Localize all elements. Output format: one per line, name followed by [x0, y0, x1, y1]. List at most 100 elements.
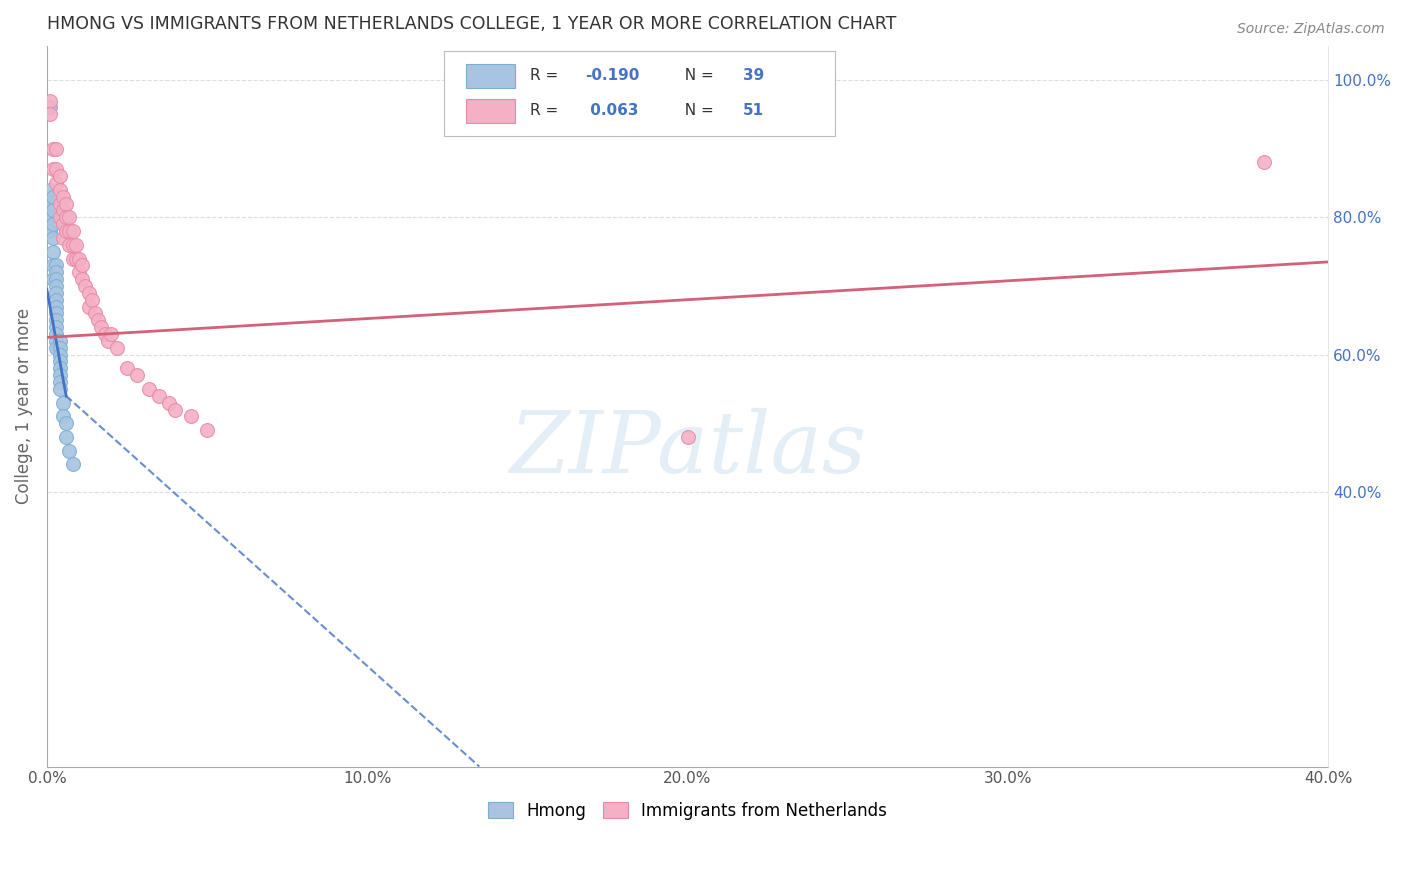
Point: [52, 190, 75, 204]
Point: [62, 458, 84, 472]
Point: [52, 409, 75, 424]
Point: [75, 279, 97, 293]
Point: [62, 237, 84, 252]
Point: [45, 313, 67, 327]
Point: [58, 211, 80, 225]
Point: [48, 361, 70, 376]
Point: [148, 389, 170, 403]
Point: [100, 326, 122, 341]
FancyBboxPatch shape: [444, 51, 835, 136]
Point: [48, 169, 70, 183]
Point: [48, 368, 70, 383]
Point: [52, 231, 75, 245]
Point: [62, 252, 84, 266]
Point: [67, 252, 90, 266]
Point: [45, 334, 67, 348]
Point: [97, 334, 120, 348]
Point: [115, 361, 138, 376]
Point: [39, 107, 62, 121]
Point: [157, 395, 180, 409]
Point: [45, 326, 67, 341]
Point: [45, 279, 67, 293]
Point: [39, 196, 62, 211]
Point: [45, 341, 67, 355]
Point: [67, 265, 90, 279]
Point: [87, 313, 110, 327]
Point: [39, 224, 62, 238]
Point: [45, 258, 67, 272]
Point: [39, 183, 62, 197]
Point: [42, 162, 65, 177]
Point: [77, 300, 100, 314]
Point: [45, 272, 67, 286]
Text: Source: ZipAtlas.com: Source: ZipAtlas.com: [1237, 22, 1385, 37]
FancyBboxPatch shape: [465, 99, 515, 123]
Point: [42, 203, 65, 218]
Text: N =: N =: [675, 103, 718, 118]
Text: R =: R =: [530, 103, 562, 118]
Point: [42, 217, 65, 231]
Point: [55, 430, 77, 444]
Text: 0.063: 0.063: [585, 103, 638, 118]
Point: [163, 402, 186, 417]
Point: [195, 423, 218, 437]
Point: [180, 409, 202, 424]
Point: [45, 300, 67, 314]
Point: [39, 94, 62, 108]
Point: [45, 162, 67, 177]
Point: [45, 293, 67, 307]
Text: 51: 51: [742, 103, 763, 118]
Point: [48, 341, 70, 355]
Point: [65, 252, 87, 266]
Point: [48, 183, 70, 197]
Text: HMONG VS IMMIGRANTS FROM NETHERLANDS COLLEGE, 1 YEAR OR MORE CORRELATION CHART: HMONG VS IMMIGRANTS FROM NETHERLANDS COL…: [46, 15, 896, 33]
Point: [48, 211, 70, 225]
Point: [125, 368, 148, 383]
Point: [58, 224, 80, 238]
Point: [58, 237, 80, 252]
Point: [45, 142, 67, 156]
Point: [42, 258, 65, 272]
Legend: Hmong, Immigrants from Netherlands: Hmong, Immigrants from Netherlands: [481, 796, 894, 827]
Point: [62, 224, 84, 238]
Point: [52, 217, 75, 231]
Point: [48, 354, 70, 368]
Point: [45, 265, 67, 279]
Point: [55, 196, 77, 211]
Point: [48, 382, 70, 396]
Point: [42, 142, 65, 156]
Point: [39, 211, 62, 225]
Point: [42, 231, 65, 245]
Point: [42, 244, 65, 259]
FancyBboxPatch shape: [465, 64, 515, 88]
Point: [70, 258, 93, 272]
Point: [39, 100, 62, 114]
Point: [48, 348, 70, 362]
Point: [93, 326, 115, 341]
Point: [138, 382, 160, 396]
Point: [70, 272, 93, 286]
Point: [65, 237, 87, 252]
Point: [80, 293, 103, 307]
Text: -0.190: -0.190: [585, 68, 640, 83]
Point: [48, 334, 70, 348]
Y-axis label: College, 1 year or more: College, 1 year or more: [15, 308, 32, 504]
Point: [55, 224, 77, 238]
Point: [1253, 155, 1275, 169]
Point: [676, 430, 699, 444]
Point: [42, 272, 65, 286]
Point: [77, 285, 100, 300]
Point: [42, 190, 65, 204]
Point: [45, 306, 67, 320]
Text: ZIPatlas: ZIPatlas: [509, 408, 866, 491]
Point: [48, 375, 70, 389]
Point: [58, 443, 80, 458]
Point: [45, 320, 67, 334]
Point: [90, 320, 112, 334]
Text: N =: N =: [675, 68, 718, 83]
Point: [55, 417, 77, 431]
Point: [52, 203, 75, 218]
Text: 39: 39: [742, 68, 763, 83]
Point: [48, 196, 70, 211]
Text: R =: R =: [530, 68, 562, 83]
